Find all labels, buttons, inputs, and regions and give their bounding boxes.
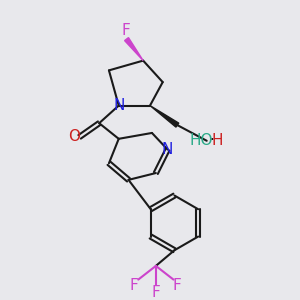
- Text: F: F: [121, 23, 130, 38]
- Text: F: F: [152, 285, 160, 300]
- Polygon shape: [150, 106, 179, 127]
- Text: HO: HO: [189, 133, 213, 148]
- Text: H: H: [212, 133, 223, 148]
- Text: F: F: [130, 278, 139, 293]
- Text: F: F: [173, 278, 182, 293]
- Text: N: N: [162, 142, 173, 157]
- Polygon shape: [124, 38, 143, 61]
- Text: N: N: [113, 98, 124, 113]
- Text: O: O: [68, 129, 80, 144]
- Text: ·: ·: [209, 133, 214, 148]
